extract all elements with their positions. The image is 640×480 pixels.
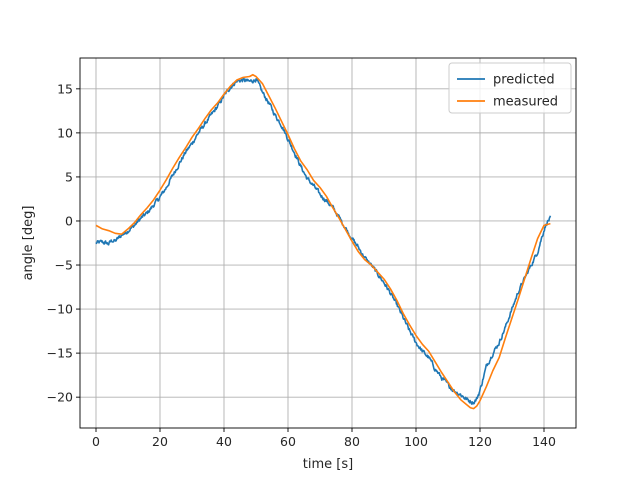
y-tick-label: −15 — [47, 346, 73, 361]
y-tick-label: −20 — [47, 390, 73, 405]
y-axis-label: angle [deg] — [21, 206, 36, 281]
x-axis-label: time [s] — [303, 457, 353, 472]
y-tick-label: 5 — [65, 169, 73, 184]
y-tick-label: 15 — [57, 81, 73, 96]
x-tick-label: 120 — [468, 434, 492, 449]
plot-frame — [79, 57, 577, 429]
series-line-measured — [95, 73, 551, 410]
axis-ticks: 0 20 40 60 80 100 120 140 −20 −15 −10 −5 0 5 10 15 — [47, 81, 556, 449]
legend-label-predicted: predicted — [493, 73, 555, 88]
series-lines — [95, 73, 552, 410]
y-tick-label: −5 — [55, 258, 73, 273]
legend: predicted measured — [448, 62, 572, 114]
x-tick-label: 100 — [404, 434, 428, 449]
series-line-predicted — [95, 77, 552, 405]
x-tick-label: 80 — [344, 434, 360, 449]
x-tick-label: 40 — [216, 434, 232, 449]
y-tick-label: 0 — [65, 213, 73, 228]
y-tick-label: −10 — [47, 302, 73, 317]
x-tick-label: 20 — [152, 434, 168, 449]
x-tick-label: 140 — [532, 434, 556, 449]
y-tick-label: 10 — [57, 125, 73, 140]
x-tick-label: 0 — [92, 434, 100, 449]
plot-area-background — [80, 58, 576, 428]
legend-label-measured: measured — [493, 95, 558, 110]
x-tick-label: 60 — [280, 434, 296, 449]
